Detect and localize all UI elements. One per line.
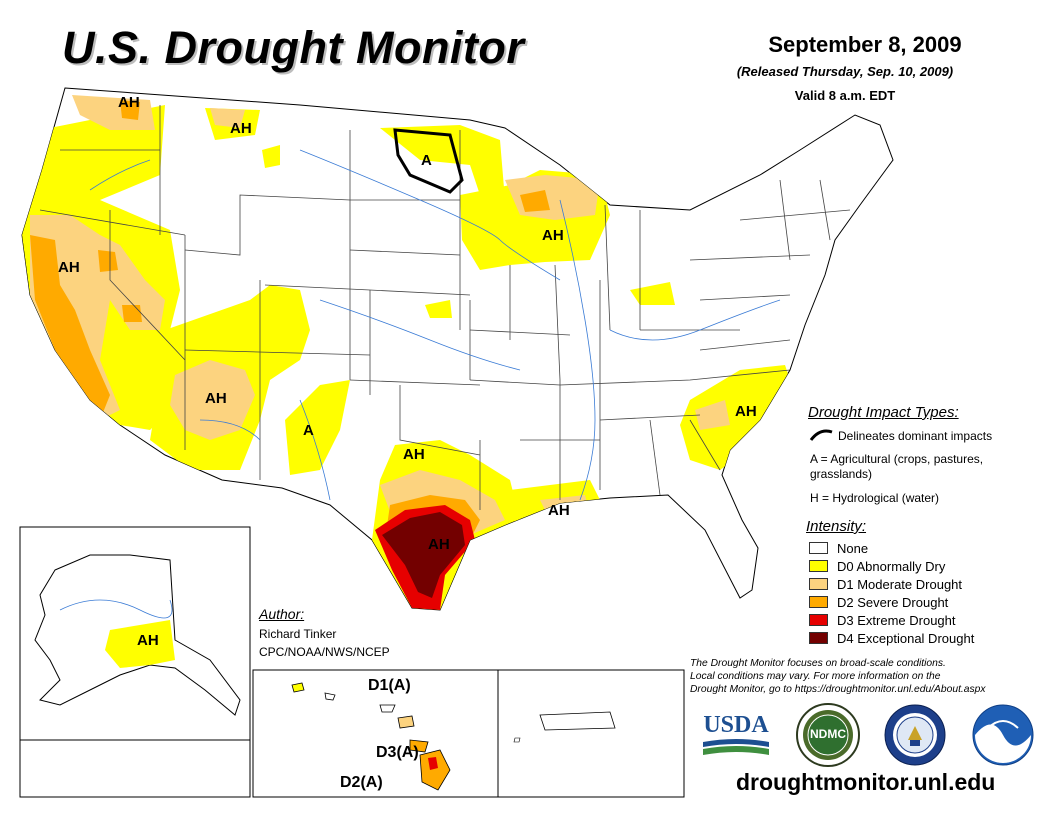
conus-map <box>21 87 894 611</box>
hawaii-inset <box>252 669 499 798</box>
impact-delineates: Delineates dominant impacts <box>838 429 993 443</box>
label-ah-washington: AH <box>118 94 140 111</box>
label-hawaii-d3: D3(A) <box>376 744 419 761</box>
label-ah-california: AH <box>58 259 80 276</box>
legend-label: D0 Abnormally Dry <box>837 558 946 574</box>
rivers <box>89 149 781 501</box>
dominant-impact-boundary <box>393 128 464 194</box>
legend-swatch <box>809 560 828 572</box>
legend-label: D3 Extreme Drought <box>837 612 956 628</box>
commerce-seal-icon[interactable] <box>884 704 946 766</box>
page-title: U.S. Drought Monitor <box>62 22 525 73</box>
d2-wisconsin <box>520 190 550 212</box>
legend-label: D1 Moderate Drought <box>837 576 963 592</box>
note-line-1: The Drought Monitor focuses on broad-sca… <box>690 658 946 669</box>
legend-swatch <box>809 596 828 608</box>
label-ah-montana: AH <box>230 120 252 137</box>
author-title: Author: <box>259 606 305 622</box>
legend-row-d0: D0 Abnormally Dry <box>809 558 946 574</box>
d0-idaho-spot <box>262 145 280 168</box>
label-ah-louisiana: AH <box>548 502 570 519</box>
alaska-d0 <box>105 620 175 668</box>
note-line-2: Local conditions may vary. For more info… <box>690 671 941 682</box>
label-ah-carolinas: AH <box>735 403 757 420</box>
d2-nevada-spot-2 <box>122 305 142 322</box>
legend-label: D4 Exceptional Drought <box>837 630 975 646</box>
d0-kansas-spot <box>425 300 452 318</box>
d2-nevada-spot <box>98 250 118 272</box>
impact-types-title: Drought Impact Types: <box>808 404 959 421</box>
website-url[interactable]: droughtmonitor.unl.edu <box>736 769 996 795</box>
d1-montana <box>210 108 245 128</box>
d4-regions <box>382 512 465 598</box>
label-a-new-mexico: A <box>303 422 314 439</box>
release-date: (Released Thursday, Sep. 10, 2009) <box>736 64 954 79</box>
author-name: Richard Tinker <box>259 627 337 641</box>
d1-arizona <box>170 360 255 440</box>
d1-carolina <box>695 400 730 430</box>
legend-row-d1: D1 Moderate Drought <box>809 576 963 592</box>
d0-carolinas <box>680 365 800 470</box>
label-hawaii-d1: D1(A) <box>368 677 411 694</box>
d0-north-dakota <box>380 125 505 200</box>
legend-swatch <box>809 632 828 644</box>
legend-swatch <box>809 542 828 554</box>
label-ah-north-texas: AH <box>403 446 425 463</box>
ndmc-logo-text: NDMC <box>810 727 846 741</box>
label-ah-alaska: AH <box>137 632 159 649</box>
d4-texas <box>382 512 465 598</box>
impact-agricultural-cont: grasslands) <box>810 467 873 481</box>
legend-label: None <box>837 540 869 556</box>
legend-row-d2: D2 Severe Drought <box>809 594 949 610</box>
map-date: September 8, 2009 <box>768 32 962 57</box>
legend-swatch <box>809 578 828 590</box>
d1-wisconsin <box>505 175 600 220</box>
label-a-north-dakota: A <box>421 152 432 169</box>
legend-swatch <box>809 614 828 626</box>
intensity-title: Intensity: <box>806 518 867 535</box>
label-ah-wisconsin: AH <box>542 227 564 244</box>
ndmc-seal-icon <box>796 703 860 767</box>
d2-washington <box>120 100 140 120</box>
puerto-rico-outline <box>539 711 616 731</box>
alaska-inset <box>19 526 251 798</box>
state-boundaries <box>39 105 851 510</box>
hawaii-big-island <box>419 749 451 791</box>
noaa-logo-icon[interactable] <box>972 704 1034 766</box>
valid-time: Valid 8 a.m. EDT <box>794 88 896 103</box>
legend-row-d3: D3 Extreme Drought <box>809 612 956 628</box>
ndmc-logo[interactable]: NDMC <box>796 703 860 767</box>
label-ah-arizona: AH <box>205 390 227 407</box>
legend-label: D2 Severe Drought <box>837 594 949 610</box>
author-org: CPC/NOAA/NWS/NCEP <box>259 645 390 659</box>
usda-logo-text: USDA <box>703 712 769 738</box>
label-hawaii-d2: D2(A) <box>340 774 383 791</box>
impact-agricultural: A = Agricultural (crops, pastures, <box>810 452 984 466</box>
label-ah-south-texas: AH <box>428 536 450 553</box>
d2-california <box>30 235 110 420</box>
note-line-3[interactable]: Drought Monitor, go to https://droughtmo… <box>690 684 986 695</box>
hawaii-kauai <box>291 682 305 693</box>
usda-logo[interactable]: USDA <box>703 712 769 758</box>
d0-ohio <box>630 282 675 305</box>
drought-regions <box>22 95 800 610</box>
puerto-rico-inset <box>497 669 685 798</box>
disclaimer-note: The Drought Monitor focuses on broad-sca… <box>690 657 1035 696</box>
legend-row-d4: D4 Exceptional Drought <box>809 630 975 646</box>
usda-stripes-icon <box>703 739 769 755</box>
delineates-line-icon <box>809 429 833 441</box>
legend-row-none: None <box>809 540 869 556</box>
impact-hydrological: H = Hydrological (water) <box>810 491 940 505</box>
